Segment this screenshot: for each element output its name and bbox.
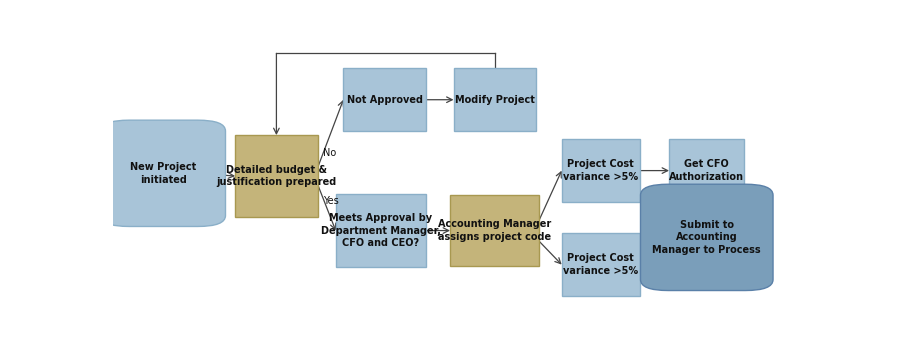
Text: Yes: Yes xyxy=(323,195,339,206)
Text: Modify Project: Modify Project xyxy=(454,95,535,105)
Text: Project Cost
variance >5%: Project Cost variance >5% xyxy=(563,159,638,182)
Text: Meets Approval by
Department Manager,
CFO and CEO?: Meets Approval by Department Manager, CF… xyxy=(321,213,441,248)
Text: Project Cost
variance >5%: Project Cost variance >5% xyxy=(563,253,638,276)
Text: No: No xyxy=(323,148,337,158)
Text: Accounting Manager
assigns project code: Accounting Manager assigns project code xyxy=(438,219,552,242)
FancyBboxPatch shape xyxy=(454,68,536,131)
FancyBboxPatch shape xyxy=(641,184,773,291)
FancyBboxPatch shape xyxy=(344,68,426,131)
Text: Detailed budget &
justification prepared: Detailed budget & justification prepared xyxy=(216,165,337,187)
FancyBboxPatch shape xyxy=(235,135,318,217)
Text: New Project
initiated: New Project initiated xyxy=(130,162,196,184)
FancyBboxPatch shape xyxy=(102,120,226,227)
Text: Not Approved: Not Approved xyxy=(346,95,422,105)
FancyBboxPatch shape xyxy=(562,233,640,296)
FancyBboxPatch shape xyxy=(562,139,640,202)
FancyBboxPatch shape xyxy=(450,195,539,266)
FancyBboxPatch shape xyxy=(669,139,744,202)
Text: Submit to
Accounting
Manager to Process: Submit to Accounting Manager to Process xyxy=(652,220,761,255)
Text: Get CFO
Authorization: Get CFO Authorization xyxy=(670,159,744,182)
FancyBboxPatch shape xyxy=(336,194,427,267)
